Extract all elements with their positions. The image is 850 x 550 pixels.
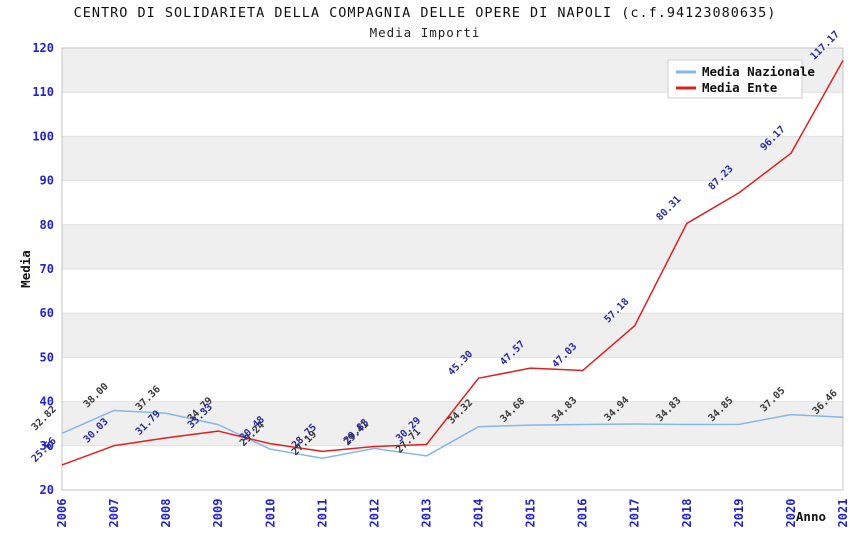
x-tick-label: 2008 <box>159 499 173 528</box>
series-line-media-ente <box>61 60 844 466</box>
y-tick-label: 50 <box>40 350 54 364</box>
chart-title: CENTRO DI SOLIDARIETA DELLA COMPAGNIA DE… <box>73 5 777 21</box>
legend-label: Media Nazionale <box>702 64 815 79</box>
chart-subtitle: Media Importi <box>369 25 481 40</box>
y-tick-label: 40 <box>40 395 54 409</box>
x-tick-label: 2016 <box>576 499 590 528</box>
y-tick-label: 110 <box>32 85 54 99</box>
plot-band <box>62 136 843 181</box>
x-tick-label: 2015 <box>524 499 538 528</box>
y-tick-label: 120 <box>32 41 54 55</box>
x-tick-label: 2017 <box>628 499 642 528</box>
x-tick-label: 2021 <box>836 499 850 528</box>
x-tick-label: 2014 <box>472 499 486 528</box>
y-tick-label: 60 <box>40 306 54 320</box>
series-line-media-nazionale <box>61 409 844 459</box>
x-tick-label: 2020 <box>784 499 798 528</box>
x-tick-label: 2007 <box>107 499 121 528</box>
x-axis-title: Anno <box>796 509 826 524</box>
plot-band <box>62 313 843 358</box>
y-tick-label: 20 <box>40 483 54 497</box>
x-tick-label: 2013 <box>419 499 433 528</box>
y-axis-title: Media <box>18 250 33 288</box>
y-tick-label: 90 <box>40 174 54 188</box>
x-tick-label: 2011 <box>315 499 329 528</box>
legend-label: Media Ente <box>702 80 778 95</box>
x-tick-label: 2012 <box>367 499 381 528</box>
plot-band <box>62 224 843 269</box>
plot-border <box>61 47 844 491</box>
x-tick-label: 2009 <box>211 499 225 528</box>
y-tick-label: 70 <box>40 262 54 276</box>
y-tick-label: 100 <box>32 129 54 143</box>
x-tick-label: 2010 <box>263 499 277 528</box>
x-tick-label: 2018 <box>680 499 694 528</box>
x-tick-label: 2006 <box>55 499 69 528</box>
y-tick-label: 30 <box>40 439 54 453</box>
legend-box <box>667 59 803 99</box>
x-tick-label: 2019 <box>732 499 746 528</box>
y-tick-label: 80 <box>40 218 54 232</box>
data-point-label: 80.31 <box>654 194 683 223</box>
